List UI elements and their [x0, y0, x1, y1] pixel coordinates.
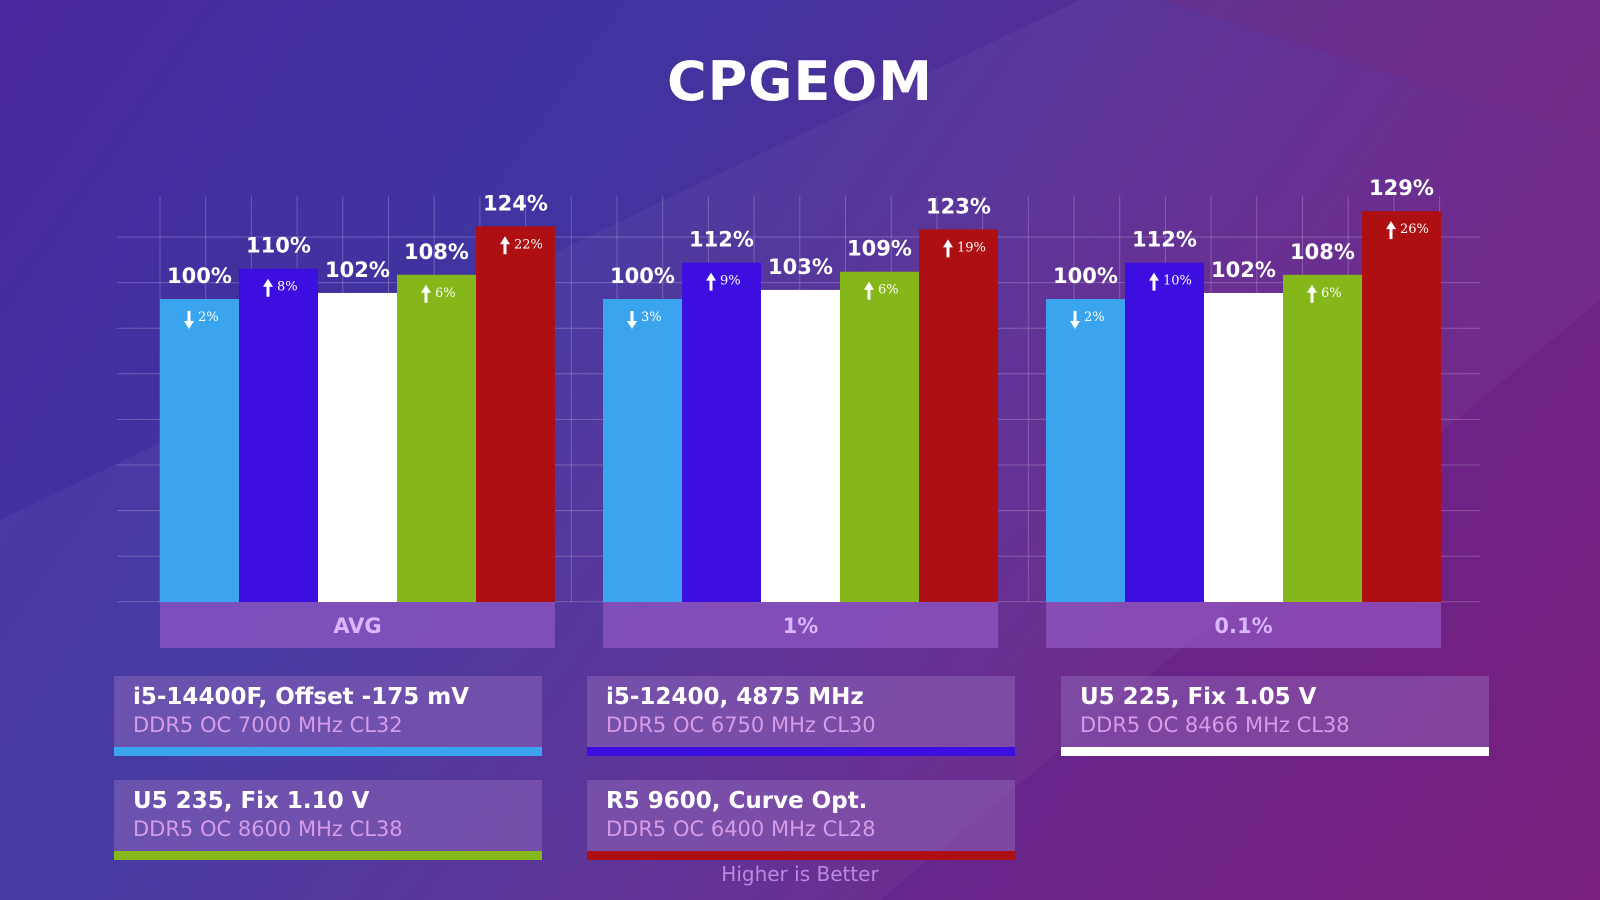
- legend-color-bar: [1061, 747, 1489, 756]
- legend-name: i5-14400F, Offset -175 mV: [133, 684, 470, 710]
- legend-name: R5 9600, Curve Opt.: [606, 788, 868, 814]
- up-arrow-icon: [706, 272, 716, 291]
- bar: [476, 226, 555, 602]
- data-label: 100%: [1053, 264, 1118, 288]
- bar: [1046, 299, 1125, 602]
- legend-sub: DDR5 OC 8600 MHz CL38: [133, 817, 403, 841]
- bar: [761, 289, 840, 602]
- legend-item-r5-9600: R5 9600, Curve Opt. DDR5 OC 6400 MHz CL2…: [587, 780, 1015, 860]
- bar-chart: AVG 100% 2% 110% 8% 102% 108% 6% 124% 22% 1% 100% 3%…: [160, 176, 1441, 648]
- up-arrow-icon: [1307, 284, 1317, 303]
- bar: [160, 299, 239, 602]
- up-arrow-icon: [864, 281, 874, 300]
- delta-label: 26%: [1400, 222, 1429, 237]
- category-band: [1046, 602, 1441, 648]
- data-label: 129%: [1369, 176, 1434, 200]
- bar: [1362, 211, 1441, 603]
- legend-name: i5-12400, 4875 MHz: [606, 684, 864, 710]
- legend-sub: DDR5 OC 6750 MHz CL30: [606, 713, 876, 737]
- category-band: [603, 602, 998, 648]
- category-label: 0.1%: [1214, 614, 1272, 638]
- delta-label: 19%: [957, 240, 986, 255]
- data-label: 108%: [404, 240, 469, 264]
- bar: [840, 271, 919, 602]
- bar: [239, 268, 318, 602]
- legend-name: U5 225, Fix 1.05 V: [1080, 684, 1317, 710]
- up-arrow-icon: [421, 284, 431, 303]
- delta-label: 8%: [277, 280, 298, 295]
- legend-item-u5-225: U5 225, Fix 1.05 V DDR5 OC 8466 MHz CL38: [1061, 676, 1489, 756]
- data-label: 112%: [1132, 228, 1197, 252]
- bar: [682, 262, 761, 602]
- data-label: 109%: [847, 237, 912, 261]
- legend-color-bar: [587, 851, 1015, 860]
- chart-title: CPGEOM: [666, 50, 934, 113]
- down-arrow-icon: [1070, 311, 1080, 330]
- delta-label: 6%: [435, 286, 456, 301]
- data-label: 112%: [689, 228, 754, 252]
- legend-item-i5-12400: i5-12400, 4875 MHz DDR5 OC 6750 MHz CL30: [587, 676, 1015, 756]
- delta-label: 2%: [198, 310, 219, 325]
- up-arrow-icon: [1149, 272, 1159, 291]
- down-arrow-icon: [627, 311, 637, 330]
- legend-color-bar: [587, 747, 1015, 756]
- bar: [919, 229, 998, 602]
- up-arrow-icon: [263, 278, 273, 297]
- legend-item-i5-14400f: i5-14400F, Offset -175 mV DDR5 OC 7000 M…: [114, 676, 542, 756]
- delta-label: 6%: [878, 283, 899, 298]
- delta-label: 2%: [1084, 310, 1105, 325]
- delta-label: 6%: [1321, 286, 1342, 301]
- data-label: 100%: [610, 264, 675, 288]
- data-label: 108%: [1290, 240, 1355, 264]
- delta-label: 3%: [641, 310, 662, 325]
- delta-label: 9%: [720, 274, 741, 289]
- data-label: 102%: [1211, 258, 1276, 282]
- category-label: 1%: [783, 614, 819, 638]
- bar: [603, 299, 682, 602]
- delta-label: 22%: [514, 237, 543, 252]
- legend-item-u5-235: U5 235, Fix 1.10 V DDR5 OC 8600 MHz CL38: [114, 780, 542, 860]
- down-arrow-icon: [184, 311, 194, 330]
- legend-color-bar: [114, 747, 542, 756]
- data-label: 110%: [246, 234, 311, 258]
- up-arrow-icon: [943, 239, 953, 258]
- up-arrow-icon: [1386, 221, 1396, 240]
- data-label: 102%: [325, 258, 390, 282]
- delta-label: 10%: [1163, 274, 1192, 289]
- legend-sub: DDR5 OC 6400 MHz CL28: [606, 817, 876, 841]
- higher-is-better-note: Higher is Better: [721, 862, 879, 886]
- up-arrow-icon: [500, 236, 510, 255]
- legend-sub: DDR5 OC 8466 MHz CL38: [1080, 713, 1350, 737]
- bar: [318, 292, 397, 602]
- data-label: 100%: [167, 264, 232, 288]
- legend-color-bar: [114, 851, 542, 860]
- data-label: 103%: [768, 255, 833, 279]
- category-label: AVG: [333, 614, 381, 638]
- bar: [397, 274, 476, 602]
- category-band: [160, 602, 555, 648]
- data-label: 124%: [483, 191, 548, 215]
- legend-sub: DDR5 OC 7000 MHz CL32: [133, 713, 403, 737]
- bar: [1125, 262, 1204, 602]
- bar: [1204, 292, 1283, 602]
- data-label: 123%: [926, 194, 991, 218]
- legend-name: U5 235, Fix 1.10 V: [133, 788, 370, 814]
- bar: [1283, 274, 1362, 602]
